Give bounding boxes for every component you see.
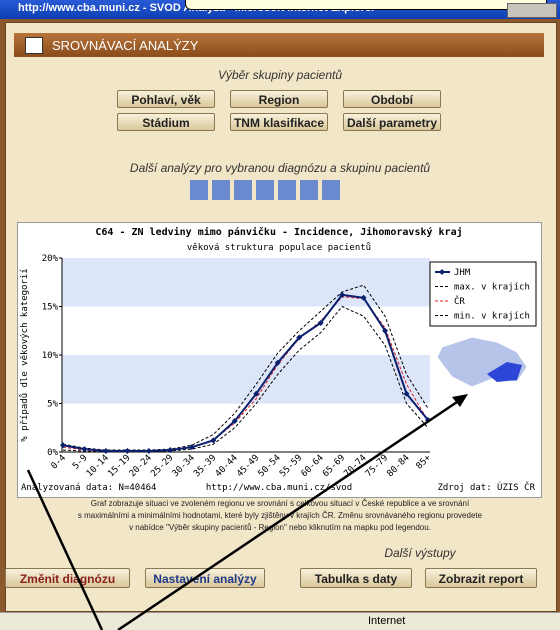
y-tick-label: 10% — [42, 351, 59, 361]
output-button[interactable]: Nastavení analýzy — [145, 568, 265, 588]
legend-label: max. v krajích — [454, 283, 530, 293]
group-button[interactable]: Další parametry — [343, 113, 441, 131]
output-button[interactable]: Tabulka s daty — [300, 568, 412, 588]
y-tick-label: 20% — [42, 254, 59, 264]
band — [62, 258, 430, 307]
chart-note: Analyzovaná data: N=40464 — [21, 483, 156, 493]
legend-label: JHM — [454, 268, 471, 278]
callout — [185, 0, 547, 10]
point — [382, 327, 389, 334]
output-button[interactable]: Zobrazit report — [425, 568, 537, 588]
header-icon — [25, 37, 43, 54]
outputs-title: Další výstupy — [384, 546, 456, 560]
legend-marker — [439, 269, 445, 275]
point — [403, 390, 410, 397]
status-zone: Internet — [368, 615, 406, 627]
point — [296, 334, 303, 341]
point — [274, 359, 281, 366]
analyses-title: Další analýzy pro vybranou diagnózu a sk… — [129, 161, 431, 175]
x-tick-label: 60-64 — [300, 453, 326, 479]
x-tick-label: 25-29 — [149, 453, 175, 479]
x-tick-label: 50-54 — [257, 453, 283, 479]
point — [317, 319, 324, 326]
x-tick-label: 40-44 — [214, 453, 240, 479]
y-tick-label: 5% — [47, 400, 58, 410]
x-tick-label: 55-59 — [278, 453, 304, 479]
point — [102, 448, 109, 455]
legend-label: ČR — [454, 295, 465, 307]
x-tick-label: 85+ — [415, 453, 434, 472]
header-text: SROVNÁVACÍ ANALÝZY — [52, 38, 199, 53]
point — [253, 390, 260, 397]
band — [62, 355, 430, 404]
x-tick-label: 10-14 — [85, 453, 111, 479]
x-tick-label: 35-39 — [192, 453, 218, 479]
description-line: Graf zobrazuje situaci ve zvoleném regio… — [90, 499, 470, 508]
legend-label: min. v krajích — [454, 312, 530, 322]
group-button[interactable]: Období — [343, 90, 441, 108]
chart-note: http://www.cba.muni.cz/svod — [206, 483, 352, 493]
chart-note: Zdroj dat: ÚZIS ČR — [437, 481, 535, 493]
description-line: s maximálními a minimálními hodnotami, k… — [77, 511, 483, 520]
chart: C64 - ZN ledviny mimo pánvičku - Inciden… — [19, 226, 537, 493]
x-tick-label: 45-49 — [235, 453, 261, 479]
group-button[interactable]: TNM klasifikace — [230, 113, 328, 131]
x-tick-label: 5-9 — [71, 453, 90, 472]
point — [60, 442, 66, 449]
x-tick-label: 15-19 — [106, 453, 132, 479]
app-header — [14, 33, 544, 57]
output-button[interactable]: Změnit diagnózu — [5, 568, 130, 588]
group-button[interactable]: Region — [230, 90, 328, 108]
y-tick-label: 15% — [42, 303, 59, 313]
x-tick-label: 80-84 — [385, 453, 411, 479]
status-bar — [0, 612, 560, 630]
selected-region[interactable] — [487, 362, 522, 382]
chart-title: C64 - ZN ledviny mimo pánvičku - Inciden… — [95, 226, 462, 238]
description-line: v nabídce "Výběr skupiny pacientů - Regi… — [129, 523, 431, 532]
y-tick-label: 0% — [47, 448, 58, 458]
x-tick-label: 30-34 — [171, 453, 197, 479]
band — [62, 306, 430, 355]
group-button[interactable]: Pohlaví, věk — [117, 90, 215, 108]
analysis-icons[interactable] — [190, 180, 342, 200]
x-tick-label: 75-79 — [364, 453, 390, 479]
x-tick-label: 65-69 — [321, 453, 347, 479]
groups-title: Výběr skupiny pacientů — [217, 68, 343, 82]
point — [360, 294, 367, 301]
point — [339, 291, 346, 298]
point — [81, 446, 88, 453]
chart-subtitle: věková struktura populace pacientů — [187, 242, 371, 253]
window-controls[interactable] — [507, 3, 557, 18]
group-button[interactable]: Stádium — [117, 113, 215, 131]
x-tick-label: 70-74 — [342, 453, 368, 479]
x-tick-label: 20-24 — [128, 453, 154, 479]
y-axis-label: % případů dle věkových kategorií — [19, 268, 30, 441]
